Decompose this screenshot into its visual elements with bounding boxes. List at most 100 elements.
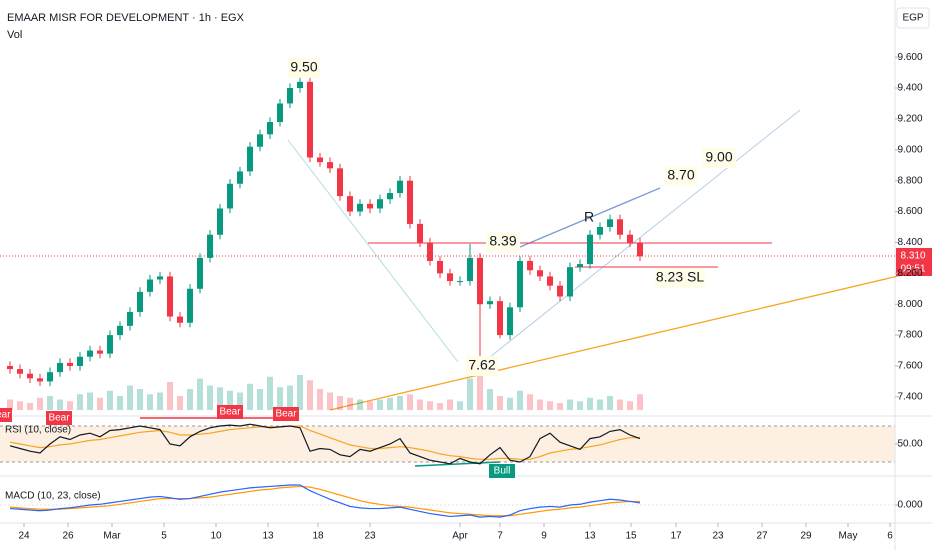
y-tick-label: 8.800 [897,175,922,186]
y-tick-label: 50.00 [897,439,922,450]
volume-bar [567,399,573,410]
volume-bar [277,387,283,410]
candle-body [287,88,293,104]
candle-body [567,267,573,297]
x-tick-label: 9 [541,531,547,542]
volume-bar [227,390,233,410]
volume-bar [597,399,603,410]
candle-body [157,276,163,280]
annotation: 8.23 SL [656,269,704,285]
x-tick-label: 24 [18,531,30,542]
candle-body [47,372,53,382]
volume-bar [247,383,253,410]
volume-bar [177,396,183,410]
volume-bar [557,403,563,410]
macd-line [9,484,641,518]
y-tick-label: 8.200 [897,268,922,279]
candle-body [457,281,463,283]
annotation: 7.62 [468,357,495,373]
bear-label-box [273,407,299,421]
candle-body [637,242,643,257]
x-tick-label: Apr [452,531,468,542]
y-tick-label: 8.000 [897,299,922,310]
candle-body [377,199,383,209]
candle-body [617,219,623,235]
volume-bar [307,380,313,410]
candle-body [127,311,133,326]
currency-box[interactable] [896,7,930,29]
candle-body [327,162,333,169]
bull-label-box [489,464,515,478]
candle-body [607,219,613,228]
volume-bar [497,396,503,410]
candle-body [277,103,283,122]
x-tick-label: 7 [497,531,503,542]
volume-bar [517,390,523,410]
x-tick-label: 17 [670,531,682,542]
y-tick-label: 9.200 [897,114,922,125]
volume-bar [397,396,403,410]
candle-body [347,196,353,212]
volume-bar [297,375,303,410]
x-tick-label: 15 [625,531,637,542]
rsi-ma-line [9,425,640,460]
bull-label: Bull [494,466,511,477]
candle-body [427,242,433,261]
volume-bar [237,392,243,410]
annotation: R [584,209,594,225]
candle-body [247,146,253,172]
countdown: 09:51 [900,264,925,275]
candle-body [17,369,23,374]
x-tick-label: May [839,531,858,542]
volume-bar [327,392,333,410]
x-tick-label: 27 [756,531,768,542]
macd-title: MACD (10, 23, close) [5,491,101,502]
x-tick-label: 13 [262,531,274,542]
signal-line [9,485,640,517]
volume-bar [457,401,463,410]
candle-body [87,350,93,357]
volume-bar [317,389,323,410]
annotation: 8.39 [489,233,516,249]
volume-bar [57,399,63,410]
x-tick-label: 10 [210,531,222,542]
candle-body [477,257,483,305]
x-tick-label: Mar [103,531,121,542]
y-tick-label: 7.400 [897,392,922,403]
bear-label: Bear [219,407,241,418]
candle-body [57,362,63,373]
candle-body [237,171,243,184]
volume-bar [487,389,493,410]
candle-body [517,260,523,308]
volume-bar [377,399,383,410]
rsi-line [9,423,641,465]
candle-body [227,183,233,209]
volume-bar [137,389,143,410]
volume-bar [27,403,33,410]
candle-body [167,276,173,317]
price-tag [896,248,932,276]
x-tick-label: 29 [800,531,812,542]
trend-line [287,139,459,363]
candle-body [547,276,553,286]
candle-body [487,301,493,305]
candle-body [527,260,533,271]
candle-body [407,180,413,224]
candle-body [537,270,543,277]
x-tick-label: 5 [161,531,167,542]
candle-body [297,81,303,89]
volume-bar [217,387,223,410]
volume-bar [147,394,153,410]
annotation-box [665,166,697,186]
plot [0,72,895,518]
annotation-box [288,58,320,78]
annotation: 9.50 [290,59,317,75]
candle-body [177,316,183,323]
trend-line [479,109,801,366]
candle-body [137,291,143,312]
candle-body [467,257,473,282]
candle-body [27,373,33,379]
volume-bar [117,396,123,410]
volume-bar [257,389,263,410]
